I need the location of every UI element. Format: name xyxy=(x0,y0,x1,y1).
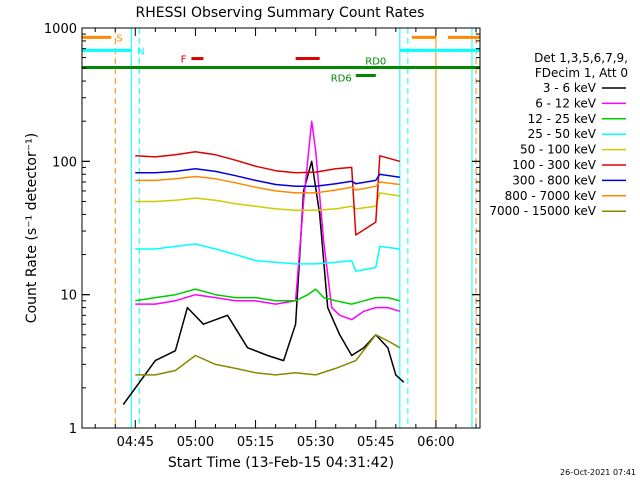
series-line-2 xyxy=(135,120,401,321)
footer-date: 26-Oct-2021 07:41 xyxy=(560,468,636,477)
legend-label: 3 - 6 keV xyxy=(543,81,597,95)
state-bar-label-rd0: RD0 xyxy=(365,57,386,68)
series-line-6 xyxy=(135,150,400,236)
legend-label: 7000 - 15000 keV xyxy=(489,204,596,218)
x-tick-label: 05:30 xyxy=(297,435,334,450)
series-line-5 xyxy=(135,192,400,211)
legend-header-line-2: FDecim 1, Att 0 xyxy=(535,66,628,80)
x-tick-label: 04:45 xyxy=(117,435,154,450)
y-tick-label: 10 xyxy=(60,289,77,304)
state-bar-label-s: S xyxy=(116,33,122,44)
legend-label: 300 - 800 keV xyxy=(512,173,596,187)
legend-label: 25 - 50 keV xyxy=(528,127,597,141)
x-tick-label: 05:45 xyxy=(357,435,394,450)
x-tick-label: 06:00 xyxy=(417,435,454,450)
state-bar-label-f: F xyxy=(181,55,187,66)
legend-label: 50 - 100 keV xyxy=(520,143,597,157)
series-line-7 xyxy=(135,167,400,188)
series-line-9 xyxy=(135,334,401,376)
y-tick-label: 100 xyxy=(52,155,77,170)
plot-frame xyxy=(81,27,481,429)
y-tick-label: 1 xyxy=(69,422,77,437)
legend-label: 6 - 12 keV xyxy=(535,96,597,110)
series-line-3 xyxy=(135,288,400,305)
legend-header-line-1: Det 1,3,5,6,7,9, xyxy=(534,51,628,65)
plot-area: S N F RD0 RD6 xyxy=(82,28,480,428)
state-bar-label-n: N xyxy=(137,46,144,57)
legend-label: 12 - 25 keV xyxy=(528,112,597,126)
y-axis: 1 10 100 1000 xyxy=(44,22,480,437)
x-tick-label: 05:00 xyxy=(177,435,214,450)
x-axis-label: Start Time (13-Feb-15 04:31:42) xyxy=(168,455,394,471)
series-line-8 xyxy=(135,175,400,194)
chart-title: RHESSI Observing Summary Count Rates xyxy=(136,5,425,21)
x-tick-label: 05:15 xyxy=(237,435,274,450)
series-line-4 xyxy=(135,243,400,272)
y-tick-label: 1000 xyxy=(44,22,77,37)
state-bar-label-rd6: RD6 xyxy=(331,74,352,85)
legend-label: 100 - 300 keV xyxy=(512,158,596,172)
x-axis: 04:45 05:00 05:15 05:30 05:45 06:00 xyxy=(94,28,477,450)
legend-label: 800 - 7000 keV xyxy=(505,189,597,203)
y-axis-label: Count Rate (s⁻¹ detector⁻¹) xyxy=(24,133,40,323)
series-line-1 xyxy=(122,160,405,405)
